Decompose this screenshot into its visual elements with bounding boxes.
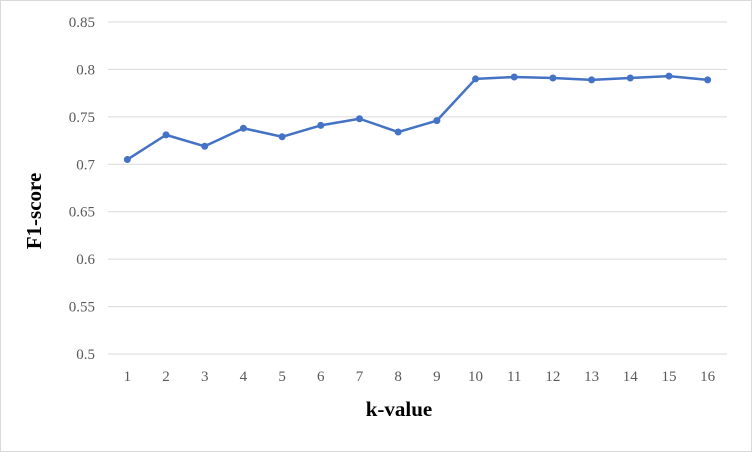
data-point xyxy=(123,156,131,164)
y-axis-title: F1-score xyxy=(22,173,46,250)
y-tick-label: 0.65 xyxy=(69,205,95,221)
y-tick-label: 0.5 xyxy=(76,347,95,363)
y-tick-label: 0.8 xyxy=(76,62,95,78)
x-tick-label: 9 xyxy=(433,369,441,385)
data-point xyxy=(394,128,402,136)
data-point xyxy=(665,72,673,80)
x-tick-label: 14 xyxy=(623,369,639,385)
data-point xyxy=(201,142,209,150)
x-tick-label: 15 xyxy=(661,369,676,385)
data-point xyxy=(162,131,170,139)
y-tick-label: 0.85 xyxy=(69,15,95,31)
x-tick-label: 4 xyxy=(240,369,248,385)
y-tick-labels: 0.5 0.55 0.6 0.65 0.7 0.75 0.8 0.85 xyxy=(69,15,96,363)
x-tick-label: 11 xyxy=(507,369,521,385)
x-tick-label: 3 xyxy=(201,369,209,385)
x-tick-label: 16 xyxy=(700,369,716,385)
data-point xyxy=(433,117,441,125)
data-point xyxy=(510,73,518,81)
series-line xyxy=(126,74,708,161)
x-tick-label: 12 xyxy=(545,369,560,385)
y-tick-label: 0.55 xyxy=(69,300,95,316)
data-point xyxy=(704,76,712,84)
y-tick-label: 0.75 xyxy=(69,110,95,126)
x-tick-label: 5 xyxy=(278,369,286,385)
data-point xyxy=(588,76,596,84)
data-point xyxy=(355,115,363,123)
x-tick-label: 6 xyxy=(317,369,325,385)
series-layer xyxy=(123,72,712,164)
x-axis-title: k-value xyxy=(366,397,433,421)
data-point xyxy=(626,74,634,82)
x-tick-labels: 1 2 3 4 5 6 7 8 9 10 11 12 13 14 15 16 xyxy=(124,369,716,385)
data-point xyxy=(472,75,480,83)
x-tick-label: 8 xyxy=(394,369,402,385)
y-tick-label: 0.6 xyxy=(76,252,95,268)
data-point xyxy=(317,121,325,129)
x-tick-label: 10 xyxy=(468,369,483,385)
x-tick-label: 7 xyxy=(356,369,364,385)
data-point xyxy=(549,74,557,82)
y-tick-label: 0.7 xyxy=(76,157,95,173)
data-point xyxy=(278,133,286,141)
gridlines xyxy=(108,21,727,355)
x-tick-label: 2 xyxy=(162,369,170,385)
x-tick-label: 1 xyxy=(124,369,132,385)
data-point xyxy=(239,124,247,132)
x-tick-label: 13 xyxy=(584,369,599,385)
